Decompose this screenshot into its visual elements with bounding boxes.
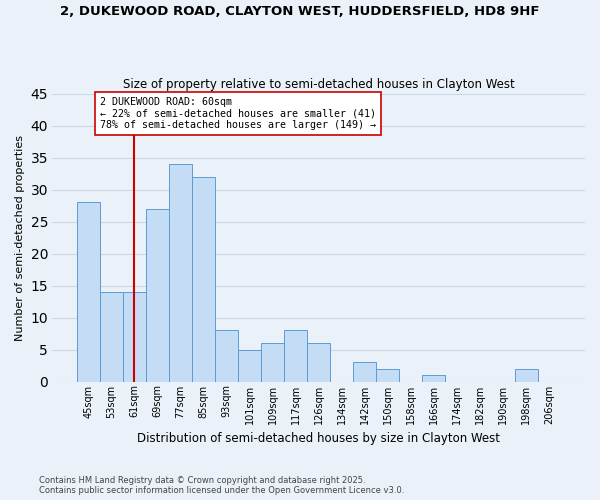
Bar: [77, 202, 100, 382]
Bar: [146, 209, 169, 382]
Text: 2 DUKEWOOD ROAD: 60sqm
← 22% of semi-detached houses are smaller (41)
78% of sem: 2 DUKEWOOD ROAD: 60sqm ← 22% of semi-det…: [100, 97, 376, 130]
Text: Contains HM Land Registry data © Crown copyright and database right 2025.
Contai: Contains HM Land Registry data © Crown c…: [39, 476, 404, 495]
X-axis label: Distribution of semi-detached houses by size in Clayton West: Distribution of semi-detached houses by …: [137, 432, 500, 445]
Bar: [261, 343, 284, 382]
Bar: [307, 343, 330, 382]
Bar: [100, 292, 122, 382]
Bar: [284, 330, 307, 382]
Bar: [192, 177, 215, 382]
Bar: [215, 330, 238, 382]
Bar: [353, 362, 376, 382]
Bar: [422, 375, 445, 382]
Bar: [238, 350, 261, 382]
Text: 2, DUKEWOOD ROAD, CLAYTON WEST, HUDDERSFIELD, HD8 9HF: 2, DUKEWOOD ROAD, CLAYTON WEST, HUDDERSF…: [60, 5, 540, 18]
Bar: [376, 369, 400, 382]
Bar: [122, 292, 146, 382]
Bar: [169, 164, 192, 382]
Y-axis label: Number of semi-detached properties: Number of semi-detached properties: [15, 134, 25, 340]
Bar: [515, 369, 538, 382]
Title: Size of property relative to semi-detached houses in Clayton West: Size of property relative to semi-detach…: [123, 78, 515, 91]
